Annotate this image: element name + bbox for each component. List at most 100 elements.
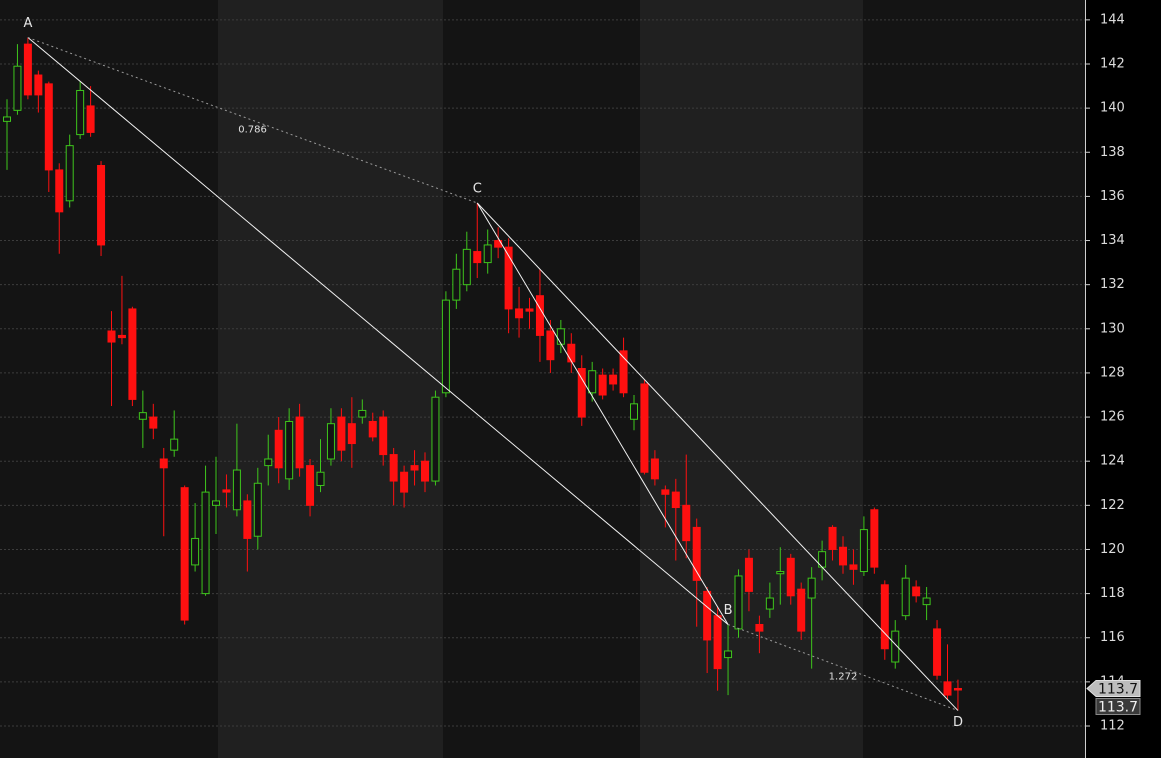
y-tick-label: 132 [1100, 277, 1125, 292]
y-tick-label: 118 [1100, 586, 1125, 601]
harmonic-pattern: 0.786 1.272 A B C D [23, 16, 963, 730]
y-tick-label: 124 [1100, 454, 1125, 469]
last-price-box [1086, 679, 1141, 697]
last-price-label: 113.7 [1098, 681, 1138, 697]
candle-body [744, 557, 753, 592]
candle-body [650, 458, 659, 480]
candle-body [117, 334, 126, 339]
candle-body [901, 577, 910, 617]
y-tick-label: 122 [1100, 498, 1125, 513]
candle-body [44, 83, 53, 171]
candle-body [180, 487, 189, 621]
y-tick-label: 144 [1100, 12, 1125, 27]
candle-body [358, 409, 367, 418]
y-tick-label: 116 [1100, 630, 1125, 645]
y-tick-label: 138 [1100, 145, 1125, 160]
candle-body [692, 526, 701, 581]
candle-body [295, 416, 304, 469]
y-axis: 1121141161181201221241261281301321341361… [1085, 12, 1141, 734]
candle-body [933, 628, 942, 676]
candle-body [159, 458, 168, 469]
candle-body [400, 471, 409, 493]
y-tick-label: 128 [1100, 365, 1125, 380]
y-tick-label: 136 [1100, 189, 1125, 204]
candle-body [421, 460, 429, 482]
period-band [218, 0, 443, 758]
candle-body [222, 489, 231, 493]
candle-body [755, 623, 764, 632]
pattern-leg [476, 202, 959, 711]
candle-body [859, 529, 868, 573]
last-price-label: 113.7 [1098, 699, 1138, 715]
pattern-point-label: D [953, 715, 963, 730]
y-tick-label: 140 [1100, 101, 1125, 116]
candle-body [201, 491, 210, 595]
candle-body [661, 489, 670, 495]
candle-body [546, 330, 555, 361]
candle-body [870, 509, 879, 568]
candle-body [515, 308, 524, 319]
candle-body [588, 370, 597, 394]
candle-body [483, 244, 492, 264]
candle-body [13, 65, 22, 111]
candle-body [849, 564, 858, 570]
candle-body [682, 504, 691, 542]
pattern-point-label: B [724, 603, 733, 618]
candle-body [525, 308, 534, 312]
candle-body [107, 330, 116, 343]
candle-body [326, 423, 335, 460]
pattern-leg [476, 202, 729, 625]
candle-body [671, 491, 680, 509]
candle-body [577, 368, 586, 418]
candle-body [786, 557, 795, 597]
candle-body [191, 537, 200, 566]
candle-body [797, 588, 806, 632]
candle-body [953, 687, 962, 691]
candle-body [243, 500, 252, 539]
candle-body [807, 577, 816, 599]
candle-body [138, 412, 147, 420]
candle-body [23, 43, 32, 96]
candle-body [619, 350, 628, 394]
candle-body [609, 374, 618, 385]
candle-body [556, 328, 565, 345]
candle-body [306, 465, 315, 506]
ratio-label: 0.786 [238, 124, 267, 135]
pattern-point-label: C [473, 182, 482, 197]
candle-body [776, 571, 785, 575]
candle-body [598, 374, 607, 396]
candle-body [734, 575, 743, 630]
y-tick-label: 112 [1100, 719, 1125, 734]
candle-body [828, 526, 837, 550]
candle-body [410, 465, 419, 471]
period-band [640, 0, 863, 758]
candle-body [880, 584, 889, 650]
candle-body [3, 116, 11, 122]
candle-body [431, 396, 440, 482]
candles [3, 37, 962, 711]
candle-body [149, 416, 158, 429]
candle-body [86, 105, 95, 133]
candle-body [441, 299, 450, 394]
pattern-point-label: A [23, 16, 32, 31]
candle-body [389, 454, 398, 482]
y-tick-label: 130 [1100, 321, 1125, 336]
candle-body [535, 295, 544, 336]
y-tick-label: 120 [1100, 542, 1125, 557]
candle-body [891, 630, 900, 663]
y-tick-label: 142 [1100, 56, 1125, 71]
candle-body [347, 423, 356, 445]
candle-body [567, 343, 576, 363]
y-tick-label: 134 [1100, 233, 1125, 248]
candle-body [839, 546, 847, 566]
candle-body [285, 420, 294, 480]
candle-body [462, 248, 471, 286]
candle-body [630, 403, 638, 420]
candle-body [97, 165, 106, 246]
candle-body [55, 169, 64, 213]
candle-body [76, 89, 85, 136]
candle-body [337, 416, 346, 451]
candle-body [504, 246, 513, 310]
candle-body [274, 429, 283, 469]
candle-body [943, 681, 952, 696]
